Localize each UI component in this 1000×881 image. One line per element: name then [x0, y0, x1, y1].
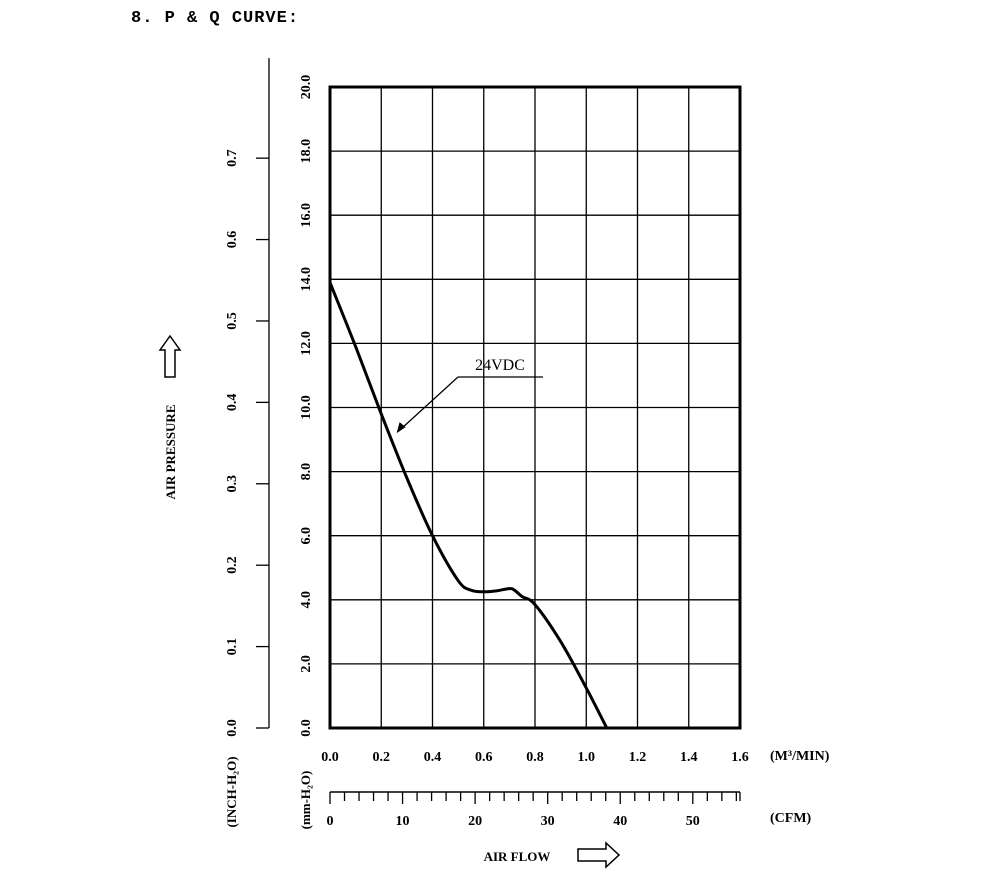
inch-tick-label: 0.5 [225, 312, 240, 330]
cfm-tick-label: 50 [686, 814, 700, 829]
x-tick-label: 1.0 [578, 750, 596, 765]
cfm-tick-label: 10 [396, 814, 410, 829]
right-arrow-icon [577, 841, 621, 869]
y-tick-label: 20.0 [299, 75, 314, 100]
cfm-tick-label: 40 [613, 814, 627, 829]
x-axis-title: AIR FLOW [484, 849, 551, 864]
y-tick-label: 8.0 [299, 463, 314, 481]
y-tick-label: 14.0 [299, 267, 314, 292]
inch-tick-label: 0.2 [225, 556, 240, 574]
inch-tick-label: 0.1 [225, 638, 240, 656]
y-unit-label: (mm-H₂O) [298, 771, 313, 830]
inch-tick-label: 0.6 [225, 231, 240, 249]
cfm-tick-label: 20 [468, 814, 482, 829]
y-tick-label: 2.0 [299, 655, 314, 673]
cfm-unit-label: (CFM) [770, 811, 812, 826]
x-tick-label: 0.2 [373, 750, 391, 765]
y-tick-label: 6.0 [299, 527, 314, 545]
y-axis-title: AIR PRESSURE [163, 405, 178, 500]
x-tick-label: 1.4 [680, 750, 698, 765]
inch-tick-label: 0.3 [225, 475, 240, 493]
y-tick-label: 0.0 [299, 719, 314, 737]
y-tick-label: 12.0 [299, 331, 314, 356]
up-arrow-icon [158, 334, 182, 378]
plot-frame [328, 85, 742, 730]
y-tick-label: 16.0 [299, 203, 314, 228]
x-tick-label: 0.6 [475, 750, 493, 765]
annotation-leader-line [398, 376, 459, 432]
inch-unit-label: (INCH-H₂O) [224, 756, 239, 827]
inch-tick-label: 0.4 [225, 394, 240, 412]
series-label-24vdc: 24VDC [475, 357, 525, 374]
section-heading: 8. P & Q CURVE: [131, 9, 300, 28]
x-tick-label: 1.6 [731, 750, 749, 765]
x-tick-label: 0.8 [526, 750, 544, 765]
cfm-tick-label: 0 [327, 814, 334, 829]
series-line [328, 281, 609, 730]
x-tick-label: 0.4 [424, 750, 442, 765]
inch-tick-label: 0.7 [225, 149, 240, 167]
cfm-tick-label: 30 [541, 814, 555, 829]
x-tick-label: 1.2 [629, 750, 647, 765]
y-tick-label: 18.0 [299, 139, 314, 164]
annotation-arrowhead-icon [396, 422, 406, 434]
x-tick-label: 0.0 [321, 750, 339, 765]
x-unit-label: (M³/MIN) [770, 749, 830, 764]
y-tick-label: 10.0 [299, 395, 314, 420]
inch-tick-label: 0.0 [225, 719, 240, 737]
y-tick-label: 4.0 [299, 591, 314, 609]
